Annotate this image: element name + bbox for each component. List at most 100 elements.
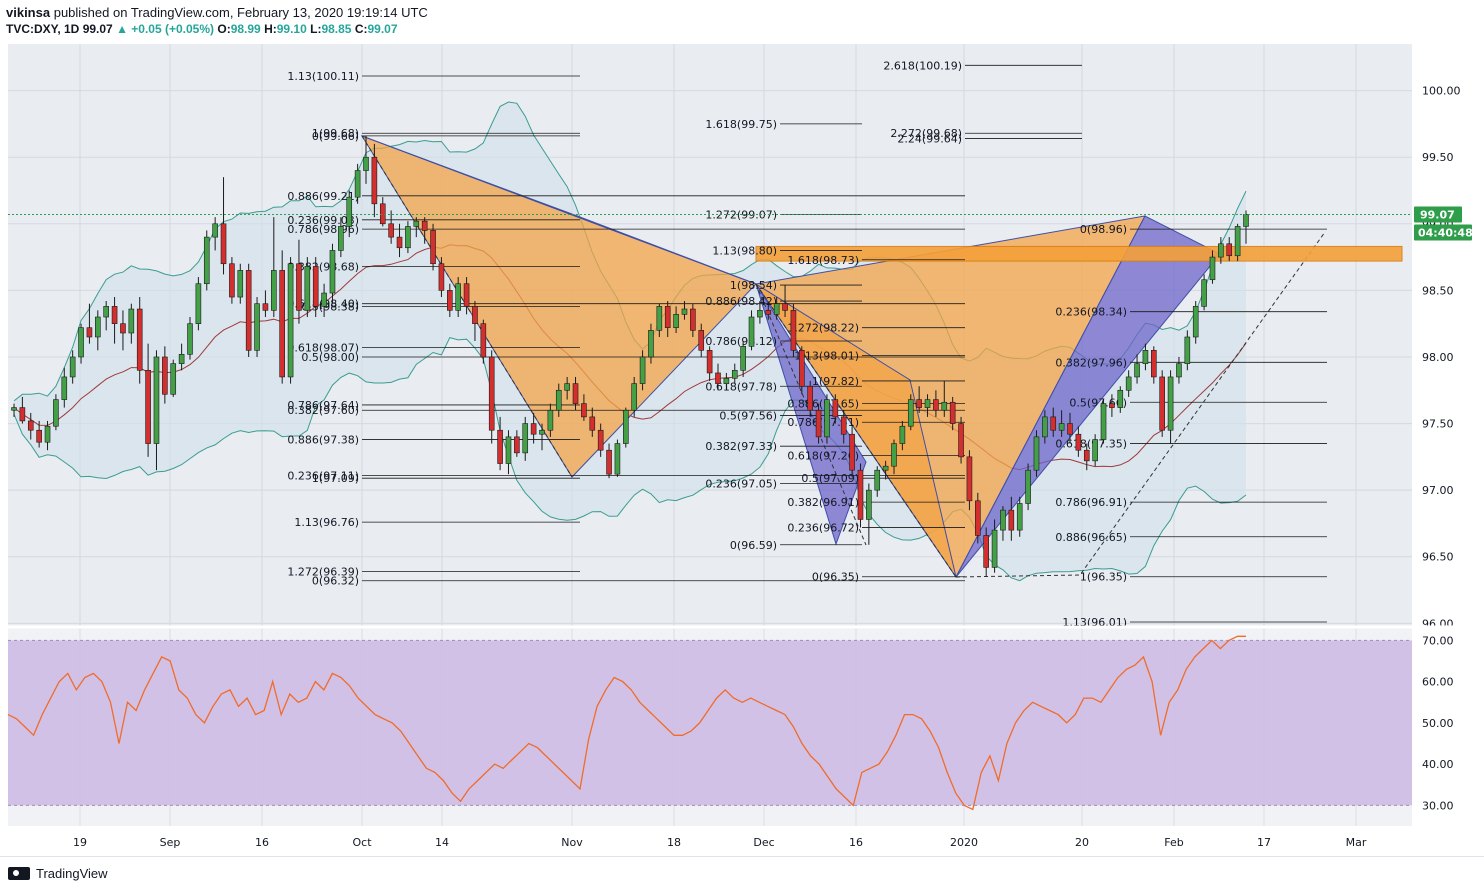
candle-body-7 bbox=[69, 356, 76, 378]
candle-body-55 bbox=[472, 306, 478, 324]
candle-body-93 bbox=[790, 310, 797, 351]
bollinger-lower bbox=[13, 337, 1247, 582]
candle-85 bbox=[723, 372, 730, 389]
candle-12 bbox=[111, 297, 118, 344]
x-tick-0: 19 bbox=[73, 836, 87, 849]
candle-body-57 bbox=[488, 356, 495, 431]
candle-body-102 bbox=[866, 489, 872, 520]
candle-125 bbox=[1058, 410, 1065, 437]
x-tick-13: Mar bbox=[1346, 836, 1367, 849]
candle-body-120 bbox=[1016, 503, 1023, 531]
candle-body-15 bbox=[136, 308, 143, 371]
candle-61 bbox=[522, 416, 529, 461]
candle-body-119 bbox=[1008, 509, 1015, 531]
candle-30 bbox=[262, 290, 269, 318]
candle-21 bbox=[187, 317, 193, 360]
candle-7 bbox=[69, 350, 76, 384]
footer: TradingView bbox=[0, 856, 1484, 892]
candle-body-2 bbox=[27, 420, 34, 431]
x-tick-10: 20 bbox=[1075, 836, 1089, 849]
low-value: 98.85 bbox=[321, 22, 352, 36]
candle-body-116 bbox=[983, 535, 989, 568]
candle-body-111 bbox=[941, 401, 948, 411]
candle-body-40 bbox=[346, 196, 353, 227]
candle-104 bbox=[882, 460, 889, 480]
candle-body-17 bbox=[153, 356, 160, 444]
candle-107 bbox=[907, 394, 914, 431]
candle-body-85 bbox=[723, 377, 730, 384]
candle-body-107 bbox=[907, 399, 914, 427]
fib-label-20: 1.618(99.75) bbox=[705, 118, 777, 131]
fib-label-0: 1.13(100.11) bbox=[287, 70, 359, 83]
candle-45 bbox=[388, 210, 394, 244]
candle-114 bbox=[966, 450, 973, 511]
candle-58 bbox=[497, 416, 503, 471]
symbol-label[interactable]: TVC:DXY, 1D bbox=[6, 22, 80, 36]
fib-label-2: 0(99.66) bbox=[312, 130, 359, 143]
candle-89 bbox=[757, 301, 763, 324]
candle-3 bbox=[36, 420, 42, 448]
candle-body-69 bbox=[589, 416, 596, 431]
candle-body-108 bbox=[916, 399, 922, 408]
candle-body-60 bbox=[514, 436, 520, 454]
fib-label-44: 0(98.96) bbox=[1080, 223, 1127, 236]
candle-51 bbox=[438, 257, 445, 298]
fib-label-14: 0.236(97.11) bbox=[287, 470, 359, 483]
rsi-line bbox=[7, 635, 1246, 811]
candle-body-65 bbox=[555, 389, 562, 411]
candle-body-20 bbox=[178, 354, 185, 364]
candle-128 bbox=[1083, 443, 1090, 471]
candle-19 bbox=[170, 359, 177, 397]
candle-body-26 bbox=[229, 263, 235, 298]
candle-body-76 bbox=[648, 330, 654, 358]
candle-6 bbox=[61, 367, 68, 408]
candle-59 bbox=[505, 430, 512, 475]
rsi-tick-4: 30.00 bbox=[1422, 799, 1454, 812]
candle-141 bbox=[1192, 301, 1199, 344]
candle-body-121 bbox=[1025, 469, 1031, 504]
candle-32 bbox=[279, 250, 285, 384]
x-tick-1: Sep bbox=[160, 836, 181, 849]
chart-canvas[interactable]: 1.13(100.11) 1(99.68)0(99.66) 0.886(99.21)… bbox=[0, 0, 1484, 856]
candle-71 bbox=[606, 443, 612, 479]
candle-110 bbox=[933, 390, 939, 417]
candle-body-132 bbox=[1117, 389, 1124, 408]
candle-body-70 bbox=[597, 429, 604, 451]
candle-140 bbox=[1184, 330, 1191, 371]
last-price: 99.07 bbox=[82, 22, 113, 36]
candle-body-75 bbox=[639, 356, 646, 384]
candle-25 bbox=[220, 177, 227, 275]
candle-body-125 bbox=[1058, 423, 1065, 431]
y-tick-5: 97.50 bbox=[1422, 418, 1454, 431]
candle-130 bbox=[1100, 399, 1107, 444]
author-name[interactable]: vikinsa bbox=[6, 5, 51, 20]
candle-29 bbox=[254, 297, 260, 357]
y-tick-0: 100.00 bbox=[1422, 85, 1461, 98]
candle-94 bbox=[799, 346, 805, 395]
pattern-dashed-lines bbox=[361, 135, 1326, 578]
candle-body-145 bbox=[1226, 243, 1233, 257]
close-value: 99.07 bbox=[367, 22, 398, 36]
fib-label-24: 1.13(98.80) bbox=[712, 244, 777, 257]
candle-62 bbox=[530, 412, 537, 444]
candle-34 bbox=[296, 239, 302, 324]
candle-body-24 bbox=[212, 223, 218, 238]
candle-body-91 bbox=[773, 303, 780, 315]
candle-body-4 bbox=[44, 425, 51, 443]
tradingview-logo[interactable]: TradingView bbox=[8, 866, 108, 881]
candle-body-80 bbox=[681, 308, 688, 315]
candle-body-113 bbox=[958, 423, 964, 458]
x-tick-6: 18 bbox=[667, 836, 681, 849]
candle-63 bbox=[539, 423, 545, 451]
candle-body-56 bbox=[480, 323, 487, 358]
candle-body-30 bbox=[262, 303, 269, 311]
candle-0 bbox=[11, 403, 17, 417]
candle-body-112 bbox=[949, 401, 956, 424]
candle-115 bbox=[975, 492, 981, 544]
fib-label-26: 1(98.54) bbox=[730, 279, 777, 292]
candle-83 bbox=[706, 346, 713, 381]
candle-5 bbox=[53, 394, 59, 431]
candle-body-117 bbox=[991, 529, 998, 568]
fib-label-12: 0.382(97.60) bbox=[287, 404, 359, 417]
price-change: ▲ +0.05 (+0.05%) bbox=[116, 22, 215, 36]
